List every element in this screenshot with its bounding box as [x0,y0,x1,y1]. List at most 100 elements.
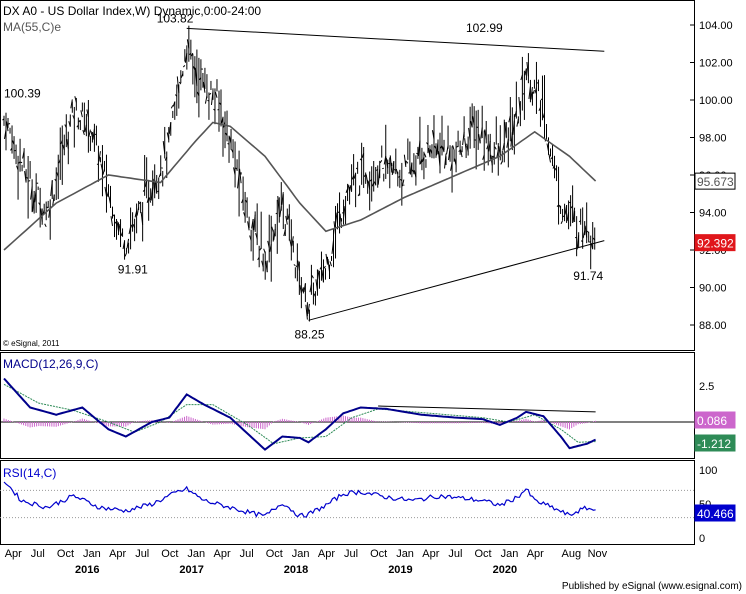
price-bar-open [249,235,252,241]
price-bar-open [429,149,433,155]
price-bar-open [405,161,409,164]
price-bar-open [299,285,302,294]
price-bar-open [136,207,140,216]
price-bar-open [54,178,57,182]
price-bar-open [265,260,268,272]
price-bar-open [180,73,184,78]
price-bar-open [399,178,403,182]
price-bar-open [474,139,477,141]
price-bar-open [440,145,443,149]
price-bar-open [564,205,568,215]
price-bar-open [50,180,53,197]
last-price-marker-bg [694,234,736,252]
price-bar-open [504,122,507,139]
price-bar-open [202,81,206,93]
x-tick-label: Jul [135,548,149,560]
price-bar-open [259,247,262,251]
year-label: 2017 [179,564,203,576]
year-label: 2018 [284,564,308,576]
price-bar-open [486,144,489,150]
price-bar-open [138,201,142,205]
price-bar-open [331,240,335,254]
price-bar-open [10,147,13,151]
price-bar-open [114,221,117,225]
price-bar-open [444,153,447,169]
x-tick-label: Oct [57,548,74,560]
price-bar-open [528,86,531,100]
price-bar-open [245,200,248,204]
x-tick-label: Nov [588,548,608,560]
x-tick-label: Apr [422,548,439,560]
footer-published: Published by eSignal (www.esignal.com) [561,581,742,592]
price-trendline [308,240,605,321]
price-bar-open [297,260,300,271]
price-bar-open [377,169,381,185]
price-bar-open [448,147,451,161]
price-bar-open [538,107,541,112]
price-bar-open [283,229,286,237]
price-bar-open [4,129,7,139]
price-bar-open [468,127,471,141]
price-bar-open [279,206,282,218]
price-bar-open [84,124,87,133]
price-bar-open [506,138,509,148]
rsi-value-marker-bg [694,504,736,522]
price-bar-open [438,151,441,167]
price-bar-open [168,122,172,134]
price-bar-open [369,179,373,182]
price-bar-open [6,121,9,132]
price-bar-open [32,194,35,212]
price-bar-open [524,68,527,76]
price-bar-open [110,216,113,227]
price-bar-open [150,187,154,201]
price-bar-open [172,101,176,107]
price-bar-open [12,140,15,145]
price-bar-open [500,161,503,165]
price-bar-open [189,53,192,55]
price-bar-open [52,194,55,206]
price-bar-open [88,129,91,137]
price-bar-open [530,87,533,100]
price-bar-open [325,253,328,265]
price-bar-open [22,150,25,159]
price-bar-open [102,168,105,175]
macd-panel [0,352,695,459]
price-bar-open [269,244,272,252]
price-bar-open [492,155,495,159]
ma-series [3,121,597,251]
price-bar-open [198,77,202,81]
price-bar-open [345,188,349,193]
price-bar-open [146,197,150,204]
x-tick-label: Jul [344,548,358,560]
price-bar-open [229,136,232,144]
price-bar-open [398,175,401,178]
price-bar-open [104,186,107,197]
macd-value-marker: -1.212 [697,437,731,451]
x-tick-label: Oct [161,548,178,560]
price-bar-open [237,173,240,189]
price-bar-open [478,134,481,144]
price-trendline [186,27,605,52]
rsi-title: RSI(14,C) [3,466,56,480]
price-bar-open [508,115,511,123]
price-bar-open [560,220,564,224]
price-bar-open [38,202,41,206]
price-bar-open [464,138,467,151]
price-bar-open [548,154,552,163]
price-bar-open [450,162,453,171]
price-bar-open [335,212,339,225]
year-label: 2020 [493,564,517,576]
price-bar-open [542,112,545,119]
price-bar-open [472,116,475,126]
price-bar-open [239,168,242,184]
x-tick-label: Oct [266,548,283,560]
price-bar-open [552,164,555,169]
price-bar-open [178,81,182,85]
price-bar-open [194,67,198,87]
price-bar-open [66,139,69,149]
x-tick-label: Oct [370,548,387,560]
price-bar-open [78,119,81,123]
copyright-label: © eSignal, 2011 [3,339,60,348]
price-y-tick-label: 102.00 [699,58,733,70]
